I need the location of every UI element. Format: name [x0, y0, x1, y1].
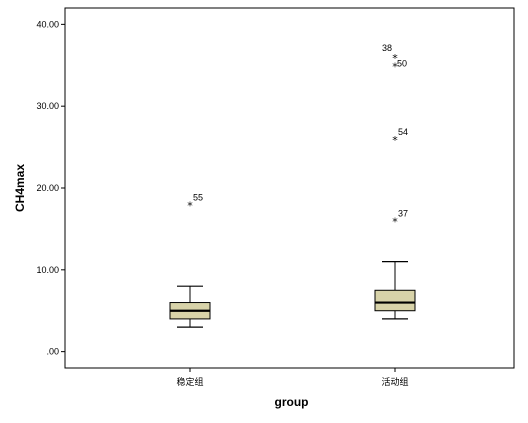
y-tick-label: 30.00 [36, 101, 59, 111]
y-tick-label: 40.00 [36, 19, 59, 29]
x-axis-title: group [275, 395, 309, 409]
outlier-marker: * [392, 52, 398, 65]
outlier-marker: * [392, 216, 398, 229]
outlier-marker: * [392, 134, 398, 147]
outlier-label: 55 [193, 192, 203, 202]
outlier-label: 37 [398, 209, 408, 219]
box-iqr [374, 289, 416, 312]
y-axis-title: CH4max [13, 164, 27, 212]
outlier-marker: * [392, 60, 398, 73]
box-group: *55 [169, 192, 211, 328]
outlier-label: 38 [382, 43, 392, 53]
y-tick-label: 20.00 [36, 183, 59, 193]
plot-area [64, 7, 515, 369]
y-axis: .00 10.00 20.00 30.00 40.00 [36, 19, 65, 357]
outlier-label: 54 [398, 127, 408, 137]
boxes: *55*37*54* 50*38 [169, 43, 416, 328]
outlier-label: 50 [397, 58, 407, 68]
box-group: *37*54* 50*38 [374, 43, 416, 320]
outlier-marker: * [187, 199, 193, 212]
y-tick-label: 10.00 [36, 265, 59, 275]
x-tick-label: 活动组 [381, 376, 408, 388]
y-tick-label: .00 [46, 347, 59, 357]
x-axis: 稳定组 活动组 [176, 368, 409, 388]
x-tick-label: 稳定组 [176, 376, 203, 388]
